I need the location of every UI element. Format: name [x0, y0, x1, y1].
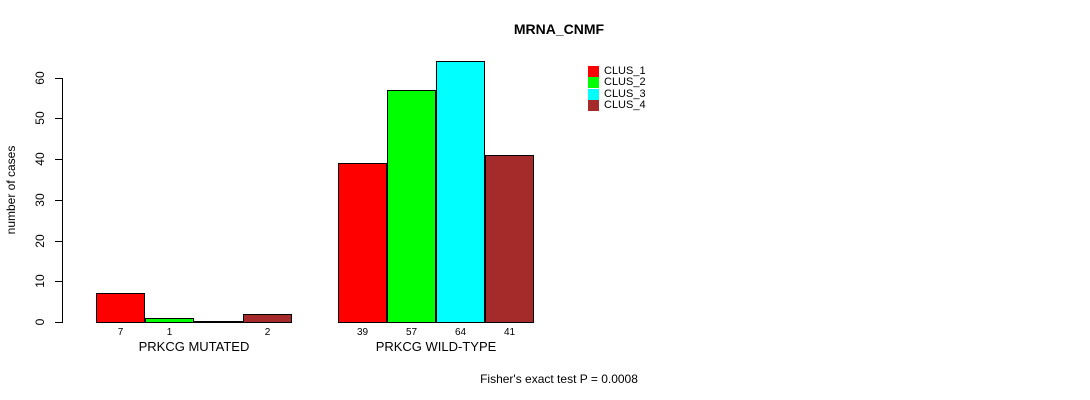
- bar-value-label: 2: [264, 327, 271, 338]
- legend-label-clus-1: CLUS_1: [604, 64, 646, 77]
- legend-swatch-clus-3: [588, 88, 599, 100]
- y-axis-tick: [55, 77, 62, 79]
- y-axis-tick-label: 0: [33, 318, 47, 326]
- fisher-test-annotation: Fisher's exact test P = 0.0008: [480, 372, 638, 386]
- bar-clus-3: [194, 321, 243, 323]
- bar-clus-2: [387, 89, 436, 323]
- y-axis-tick: [55, 199, 62, 201]
- legend-label-clus-2: CLUS_2: [604, 76, 646, 89]
- y-axis-line: [62, 77, 63, 323]
- bar-value-label: 57: [405, 327, 418, 338]
- bar-clus-2: [145, 317, 194, 323]
- bar-value-label: 1: [166, 327, 173, 338]
- y-axis-tick-label: 10: [33, 274, 47, 288]
- bar-value-label: 64: [454, 327, 467, 338]
- y-axis-label: number of cases: [4, 145, 18, 235]
- legend-label-clus-4: CLUS_4: [604, 99, 646, 112]
- y-axis-tick-label: 40: [33, 152, 47, 166]
- y-axis-tick-label: 50: [33, 111, 47, 125]
- bar-clus-1: [338, 163, 387, 323]
- y-axis-tick: [55, 281, 62, 283]
- bar-value-label: 7: [117, 327, 124, 338]
- legend-label-clus-3: CLUS_3: [604, 87, 646, 100]
- bar-value-label: 41: [503, 327, 516, 338]
- bar-clus-4: [485, 154, 534, 323]
- y-axis-tick: [55, 322, 62, 323]
- bar-clus-3: [436, 61, 485, 323]
- bar-clus-1: [96, 293, 145, 323]
- legend-swatch-clus-2: [588, 77, 599, 89]
- y-axis-tick-label: 30: [33, 193, 47, 207]
- chart-title: MRNA_CNMF: [513, 21, 605, 37]
- bar-clus-4: [243, 313, 292, 323]
- y-axis-tick: [55, 240, 62, 242]
- x-axis-group-label: PRKCG MUTATED: [138, 339, 250, 354]
- y-axis-tick: [55, 118, 62, 120]
- y-axis-tick-label: 60: [33, 70, 47, 85]
- legend-swatch-clus-1: [588, 65, 599, 77]
- bar-value-label: 39: [356, 327, 369, 338]
- x-axis-group-label: PRKCG WILD-TYPE: [375, 339, 497, 354]
- y-axis-tick: [55, 159, 62, 160]
- legend-swatch-clus-4: [588, 100, 599, 112]
- y-axis-tick-label: 20: [33, 233, 47, 248]
